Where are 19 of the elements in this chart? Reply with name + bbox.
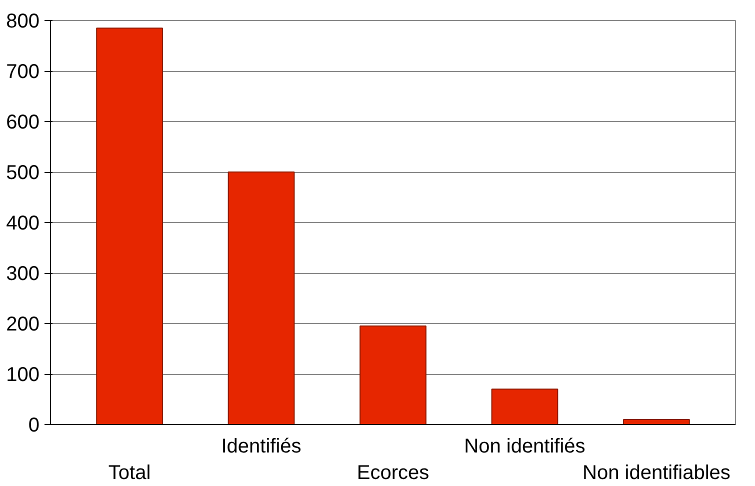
y-tick-label: 700 — [6, 61, 40, 83]
x-tick-label: Non identifiés — [464, 436, 586, 458]
bar — [491, 388, 558, 424]
bar — [228, 172, 295, 424]
x-tick-label: Non identifiables — [582, 462, 730, 484]
x-tick-label: Ecorces — [356, 462, 430, 484]
bar — [360, 326, 426, 424]
x-tick-label: Total — [108, 462, 151, 484]
y-tick-label: 0 — [28, 414, 40, 436]
y-tick-label: 800 — [6, 10, 40, 32]
bar — [623, 418, 690, 424]
y-tick-label: 200 — [6, 314, 40, 336]
x-tick-label: Identifiés — [221, 436, 302, 458]
y-tick-label: 300 — [6, 263, 40, 285]
y-tick-label: 500 — [6, 162, 40, 184]
y-tick-label: 400 — [6, 212, 40, 234]
y-tick-label: 600 — [6, 112, 40, 134]
y-tick-label: 100 — [6, 364, 40, 386]
bar — [96, 28, 163, 424]
